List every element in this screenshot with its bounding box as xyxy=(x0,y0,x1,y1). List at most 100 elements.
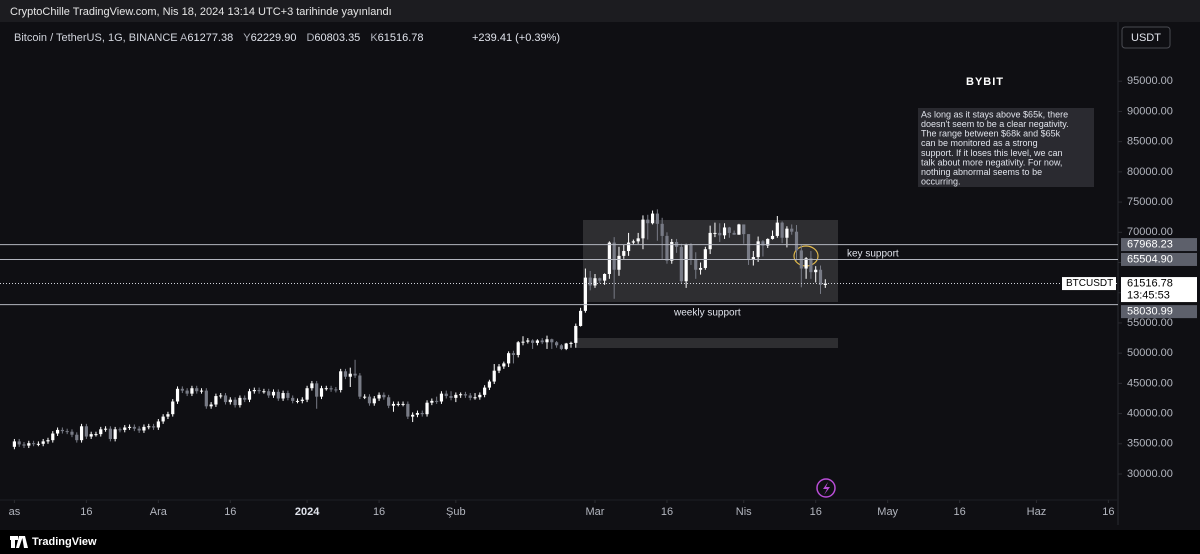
candle-body xyxy=(425,402,429,415)
candle-body xyxy=(363,396,367,398)
note-line: As long as it stays above $65k, there xyxy=(921,109,1068,119)
candle-body xyxy=(36,443,40,445)
candle-body xyxy=(204,390,208,407)
candle-body xyxy=(593,278,597,286)
symbol-title: Bitcoin / TetherUS, 1G, BINANCE xyxy=(14,32,178,44)
candle-body xyxy=(487,381,492,388)
candle-body xyxy=(267,391,271,396)
x-tick-label: 16 xyxy=(810,506,822,518)
candle-body xyxy=(607,242,611,274)
legend-prefix: D xyxy=(306,32,314,44)
y-tick-label: 90000.00 xyxy=(1127,105,1173,117)
candle-body xyxy=(271,391,276,396)
candle-body xyxy=(127,426,132,428)
candle-body xyxy=(75,434,79,441)
brand: TradingView xyxy=(32,536,97,548)
candle-body xyxy=(751,257,755,260)
candle-body xyxy=(262,391,266,393)
x-tick-label: 16 xyxy=(954,506,966,518)
candle-body xyxy=(622,251,626,256)
candle-body xyxy=(540,340,544,343)
note-line: nothing abnormal seems to be xyxy=(921,167,1042,177)
symbol-box xyxy=(1062,277,1116,291)
candle-body xyxy=(147,426,151,428)
candle-body xyxy=(219,395,223,397)
candle-body xyxy=(722,227,727,236)
candle-body xyxy=(698,267,703,270)
candle-body xyxy=(171,401,175,415)
candle-body xyxy=(199,390,204,392)
legend-prefix: K xyxy=(370,32,378,44)
candle-body xyxy=(22,444,26,446)
candle-body xyxy=(507,353,511,364)
candle-body xyxy=(766,238,770,246)
candle-body xyxy=(583,277,587,311)
candle-body xyxy=(794,231,799,251)
candle-body xyxy=(655,213,659,224)
candle-body xyxy=(190,388,194,394)
candle-body xyxy=(689,244,693,260)
candle-body xyxy=(660,223,664,236)
candle-body xyxy=(406,403,410,417)
y-tick-label: 45000.00 xyxy=(1127,377,1173,389)
candle-body xyxy=(550,339,554,343)
candle-body xyxy=(785,228,789,238)
candle-body xyxy=(185,390,189,394)
weekly-support-label: weekly support xyxy=(673,308,741,319)
y-tick-label: 35000.00 xyxy=(1127,438,1173,450)
change: +239.41 (+0.39%) xyxy=(472,32,560,44)
candle-body xyxy=(329,388,333,390)
candle-body xyxy=(223,395,228,403)
legend-prefix: Y xyxy=(243,32,251,44)
currency-button[interactable] xyxy=(1121,26,1171,49)
legend-prefix: A xyxy=(180,32,188,44)
candle-body xyxy=(569,342,573,344)
x-tick-label: 16 xyxy=(80,506,92,518)
candle-body xyxy=(214,396,218,405)
candle-body xyxy=(679,246,683,282)
candle-body xyxy=(12,441,16,447)
key-support-label: key support xyxy=(847,249,899,260)
footer-bar xyxy=(0,530,1200,554)
candle-body xyxy=(286,393,290,398)
candle-body xyxy=(780,222,784,238)
y-tick-label: 85000.00 xyxy=(1127,136,1173,148)
candle-body xyxy=(631,241,635,243)
candle-body xyxy=(123,427,127,430)
note-line: doesn't seem to be a clear negativity. xyxy=(921,119,1069,129)
candle-body xyxy=(761,241,765,246)
currency[interactable]: USDT xyxy=(1131,32,1161,44)
candle-body xyxy=(602,273,607,281)
candle-body xyxy=(295,400,300,402)
candle-body xyxy=(516,342,520,355)
event-bolt xyxy=(823,482,830,495)
candle-body xyxy=(70,431,74,435)
candle-body xyxy=(814,269,818,273)
candle-body xyxy=(348,373,352,377)
candle-body xyxy=(521,341,525,343)
y-tick-label: 50000.00 xyxy=(1127,347,1173,359)
candle-body xyxy=(41,441,45,444)
candle-body xyxy=(252,390,256,392)
x-tick-label: 2024 xyxy=(295,506,320,518)
candle-body xyxy=(358,375,362,397)
candle-body xyxy=(617,255,621,270)
legend-value: 61277.38 xyxy=(187,32,233,44)
candle-body xyxy=(641,219,645,239)
candle-body xyxy=(626,242,631,252)
candle-body xyxy=(132,426,136,429)
candle-body xyxy=(746,234,751,260)
candle-body xyxy=(142,426,146,431)
y-tick-label: 30000.00 xyxy=(1127,468,1173,480)
candle-body xyxy=(108,428,112,439)
candle-body xyxy=(756,241,760,258)
candle-body xyxy=(94,434,98,436)
candle-body xyxy=(526,340,530,342)
candle-body xyxy=(51,433,55,441)
candle-body xyxy=(339,371,343,391)
candle-body xyxy=(468,395,472,398)
candle-body xyxy=(233,399,237,406)
candle-body xyxy=(804,258,808,269)
candle-body xyxy=(742,224,746,235)
last-price-label: 61516.78 xyxy=(1127,277,1173,289)
